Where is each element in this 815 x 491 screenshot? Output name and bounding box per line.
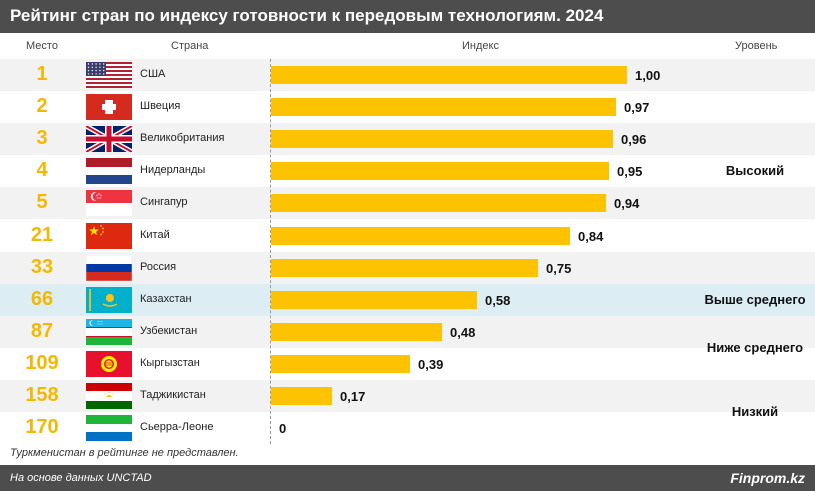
rank-label: 2 (36, 95, 48, 118)
bar (271, 66, 627, 84)
country-label: Швеция (140, 100, 181, 113)
singapore-flag (86, 190, 132, 217)
rank-label: 158 (25, 384, 59, 406)
value-label: 0,39 (418, 356, 444, 372)
tajikistan-flag (86, 383, 132, 409)
country-label: Китай (140, 228, 170, 241)
bar (271, 290, 477, 309)
rank-label: 1 (36, 63, 48, 85)
country-label: Таджикистан (140, 389, 206, 401)
country-label: Казахстан (140, 292, 192, 305)
us-flag (86, 62, 132, 88)
table-row: 1 США 1,00 (0, 59, 815, 91)
bar (271, 322, 442, 341)
country-label: Кыргызстан (140, 356, 200, 369)
table-row: 109 Кыргызстан 0,39 (0, 348, 815, 380)
table-row: 170 Сьерра-Леоне 0 (0, 412, 815, 444)
country-label: Узбекистан (140, 324, 198, 337)
rank-label: 66 (30, 287, 54, 310)
axis-zero-line (270, 59, 271, 444)
bar (271, 387, 332, 405)
russia-flag (86, 254, 132, 281)
table-row: 3 Великобритания 0,96 (0, 123, 815, 156)
value-label: 1,00 (635, 68, 661, 83)
value-label: 0,95 (617, 164, 643, 180)
kazakhstan-flag (86, 286, 132, 313)
sweden-flag (86, 94, 132, 121)
sierra-leone-flag (86, 415, 132, 442)
title-bar: Рейтинг стран по индексу готовности к пе… (0, 0, 815, 33)
bar (271, 162, 609, 181)
country-label: Россия (140, 260, 177, 273)
country-label: Сьерра-Леоне (140, 421, 214, 434)
uk-flag (86, 126, 132, 153)
header-rank: Место (26, 40, 58, 52)
table-row: 66 Казахстан 0,58 (0, 283, 815, 316)
rank-label: 109 (25, 351, 59, 374)
level-label: Низкий (731, 404, 779, 420)
table-row: 21 Китай 0,84 (0, 220, 815, 252)
rank-label: 5 (36, 191, 48, 214)
level-label: Выше среднего (704, 291, 806, 307)
rank-label: 3 (36, 127, 48, 150)
brand-logo: Finprom.kz (730, 470, 805, 486)
footnote: Туркменистан в рейтинге не представлен. (10, 447, 239, 459)
header-country: Страна (171, 40, 209, 52)
bar (271, 98, 616, 117)
bar (271, 194, 606, 213)
footer-bar: На основе данных UNCTAD Finprom.kz (0, 465, 815, 491)
bar (271, 226, 570, 245)
table-row: 33 Россия 0,75 (0, 251, 815, 284)
rank-label: 4 (36, 159, 48, 182)
country-label: Великобритания (140, 132, 225, 145)
table-row: 87 Узбекистан 0,48 (0, 315, 815, 348)
source-note: На основе данных UNCTAD (10, 472, 152, 484)
value-label: 0,94 (614, 196, 640, 212)
kyrgyzstan-flag (86, 350, 132, 377)
value-label: 0,58 (485, 292, 511, 308)
value-label: 0,96 (621, 132, 647, 148)
value-label: 0,48 (450, 324, 476, 340)
value-label: 0,75 (546, 260, 572, 276)
level-label: Высокий (725, 163, 785, 179)
rank-label: 21 (30, 223, 54, 246)
table-row: 2 Швеция 0,97 (0, 91, 815, 123)
header-index: Индекс (462, 40, 499, 52)
china-flag (86, 222, 132, 249)
country-label: Сингапур (140, 196, 188, 209)
country-label: США (140, 68, 166, 80)
rank-label: 87 (30, 319, 54, 342)
table-row: 4 Нидерланды 0,95 (0, 155, 815, 187)
bar (271, 130, 613, 149)
netherlands-flag (86, 158, 132, 185)
value-label: 0,84 (578, 228, 604, 244)
level-label: Ниже среднего (706, 339, 804, 355)
rank-label: 33 (30, 255, 54, 278)
rank-label: 170 (25, 416, 59, 439)
table-row: 158 Таджикистан 0,17 (0, 380, 815, 412)
bar (271, 354, 410, 373)
value-label: 0,17 (340, 389, 366, 404)
value-label: 0 (279, 421, 287, 437)
chart-title: Рейтинг стран по индексу готовности к пе… (10, 6, 604, 25)
table-row: 5 Сингапур 0,94 (0, 187, 815, 220)
header-level: Уровень (735, 40, 778, 52)
uzbekistan-flag (86, 318, 132, 345)
value-label: 0,97 (624, 100, 650, 116)
bar (271, 258, 538, 277)
country-label: Нидерланды (140, 164, 206, 177)
